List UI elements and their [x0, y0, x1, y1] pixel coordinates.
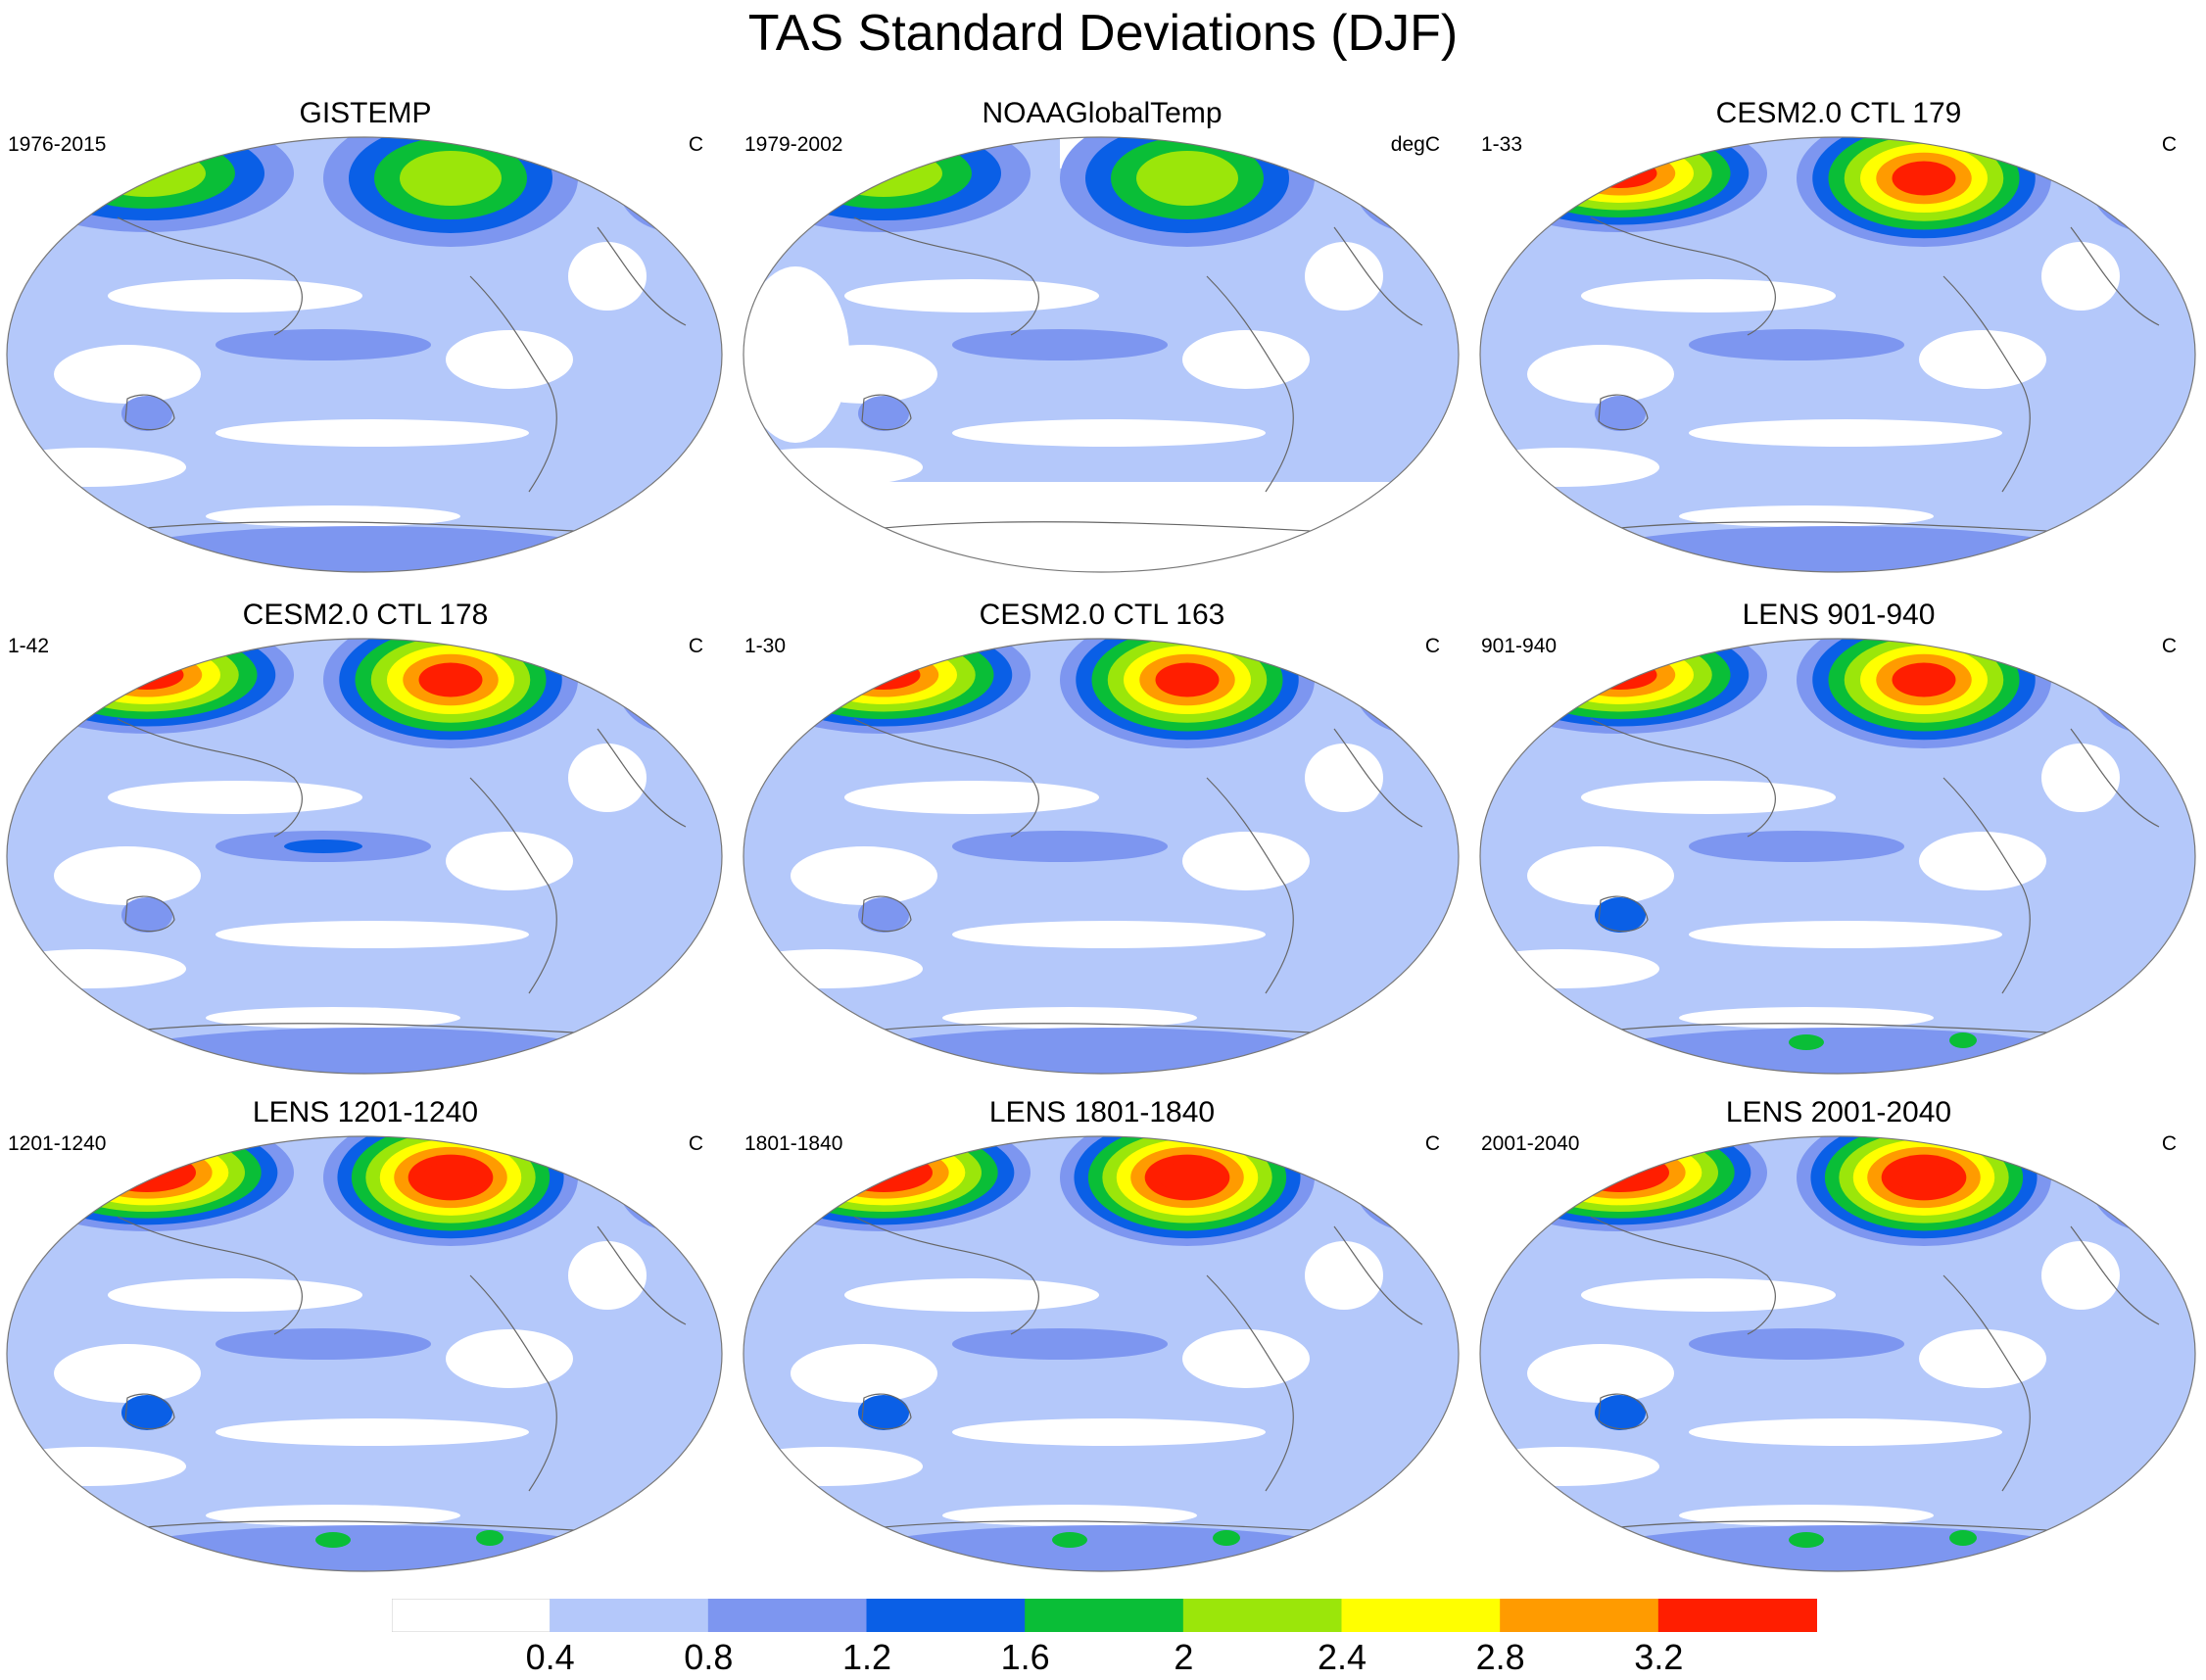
map-panel-lens-1201-1240: LENS 1201-1240 1201-1240 C — [0, 1095, 731, 1585]
panel-title: CESM2.0 CTL 163 — [979, 599, 1225, 631]
map-panel-cesm-ctl-178: CESM2.0 CTL 178 1-42 C — [0, 598, 731, 1087]
colorbar-swatch — [1182, 1599, 1343, 1632]
panel-title: CESM2.0 CTL 178 — [242, 599, 489, 631]
colorbar-tick-label: 2 — [1174, 1637, 1194, 1677]
map-panel-noaaglobaltemp: NOAAGlobalTemp 1979-2002 degC — [737, 96, 1467, 586]
panel-period: 1201-1240 — [8, 1132, 107, 1155]
figure-title: TAS Standard Deviations (DJF) — [747, 5, 1459, 62]
panel-units: C — [2161, 1132, 2177, 1155]
panel-title: GISTEMP — [299, 97, 432, 129]
map-projection — [743, 1135, 1460, 1572]
map-projection — [743, 136, 1460, 573]
panel-title: NOAAGlobalTemp — [982, 97, 1223, 129]
panel-period: 1979-2002 — [744, 133, 843, 156]
panel-units: C — [688, 635, 703, 657]
panel-period: 1801-1840 — [744, 1132, 843, 1155]
colorbar — [392, 1599, 1817, 1632]
panel-title: LENS 2001-2040 — [1725, 1096, 1952, 1128]
colorbar-tick-label: 0.8 — [684, 1637, 734, 1677]
panel-units: C — [688, 1132, 703, 1155]
colorbar-swatch — [550, 1599, 709, 1632]
panel-units: C — [2161, 133, 2177, 156]
map-panel-lens-1801-1840: LENS 1801-1840 1801-1840 C — [737, 1095, 1467, 1585]
colorbar-swatch — [866, 1599, 1027, 1632]
colorbar-swatch — [392, 1599, 552, 1632]
map-panel-cesm-ctl-179: CESM2.0 CTL 179 1-33 C — [1473, 96, 2204, 586]
map-projection — [6, 638, 723, 1075]
map-projection — [6, 1135, 723, 1572]
map-projection — [743, 638, 1460, 1075]
panel-period: 1-42 — [8, 635, 50, 657]
panel-period: 1976-2015 — [8, 133, 107, 156]
colorbar-swatch — [1341, 1599, 1502, 1632]
colorbar-tick-label: 1.6 — [1000, 1637, 1050, 1677]
colorbar-tick-label: 2.8 — [1475, 1637, 1525, 1677]
panel-title: LENS 1201-1240 — [252, 1096, 479, 1128]
map-panel-lens-901-940: LENS 901-940 901-940 C — [1473, 598, 2204, 1087]
colorbar-tick-label: 1.2 — [841, 1637, 892, 1677]
map-projection — [1479, 638, 2196, 1075]
map-panel-gistemp: GISTEMP 1976-2015 C — [0, 96, 731, 586]
colorbar-swatch — [1025, 1599, 1184, 1632]
panel-title: CESM2.0 CTL 179 — [1715, 97, 1962, 129]
colorbar-tick-label: 0.4 — [525, 1637, 575, 1677]
panel-title: LENS 901-940 — [1742, 599, 1936, 631]
map-projection — [6, 136, 723, 573]
panel-units: degC — [1390, 133, 1440, 156]
panel-title: LENS 1801-1840 — [988, 1096, 1216, 1128]
map-projection — [1479, 136, 2196, 573]
panel-units: C — [1424, 1132, 1440, 1155]
colorbar-swatch — [707, 1599, 868, 1632]
panel-period: 2001-2040 — [1481, 1132, 1580, 1155]
panel-units: C — [2161, 635, 2177, 657]
map-panel-cesm-ctl-163: CESM2.0 CTL 163 1-30 C — [737, 598, 1467, 1087]
panel-units: C — [1424, 635, 1440, 657]
colorbar-swatch — [1500, 1599, 1659, 1632]
panel-period: 1-30 — [744, 635, 787, 657]
panel-units: C — [688, 133, 703, 156]
colorbar-swatch — [1657, 1599, 1817, 1632]
colorbar-tick-label: 3.2 — [1634, 1637, 1684, 1677]
map-panel-lens-2001-2040: LENS 2001-2040 2001-2040 C — [1473, 1095, 2204, 1585]
panel-period: 901-940 — [1481, 635, 1558, 657]
colorbar-tick-label: 2.4 — [1317, 1637, 1367, 1677]
panel-period: 1-33 — [1481, 133, 1523, 156]
map-projection — [1479, 1135, 2196, 1572]
